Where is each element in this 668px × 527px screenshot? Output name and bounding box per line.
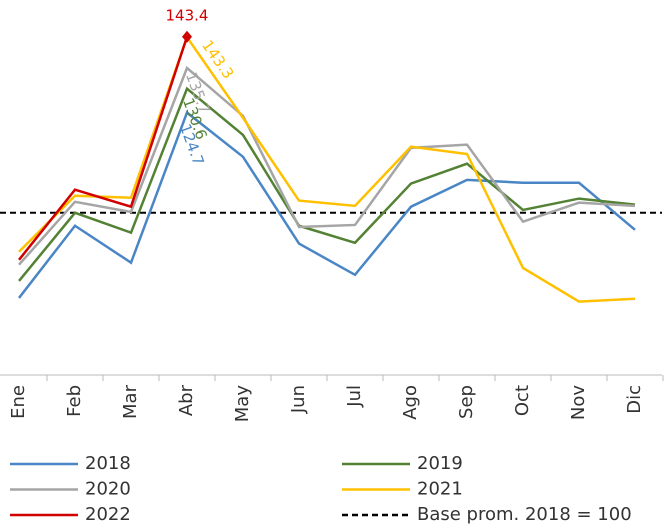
legend-label: 2018 — [85, 453, 131, 474]
legend-label: 2022 — [85, 504, 131, 525]
x-tick-label: Jul — [344, 385, 365, 408]
legend-label: 2021 — [417, 479, 463, 500]
legend-label: Base prom. 2018 = 100 — [417, 504, 632, 525]
x-tick-label: May — [232, 385, 253, 423]
x-tick-label: Ene — [8, 385, 29, 419]
x-tick-label: Abr — [176, 384, 197, 416]
data-label: 143.4 — [166, 6, 209, 24]
series-line — [18, 36, 189, 261]
legend-label: 2019 — [417, 453, 463, 474]
x-tick-label: Ago — [400, 385, 421, 420]
x-tick-label: Nov — [568, 385, 589, 420]
x-tick-label: Sep — [456, 385, 477, 419]
x-tick-label: Jun — [288, 385, 309, 414]
series-line — [18, 110, 636, 299]
legend-label: 2020 — [85, 479, 131, 500]
x-tick-label: Feb — [64, 385, 85, 417]
x-tick-label: Oct — [512, 385, 533, 416]
point-marker — [182, 30, 192, 43]
series-line — [18, 34, 636, 303]
series-line — [18, 86, 636, 282]
x-tick-label: Mar — [120, 384, 141, 419]
x-tick-label: Dic — [624, 385, 645, 414]
series-line — [18, 65, 636, 266]
